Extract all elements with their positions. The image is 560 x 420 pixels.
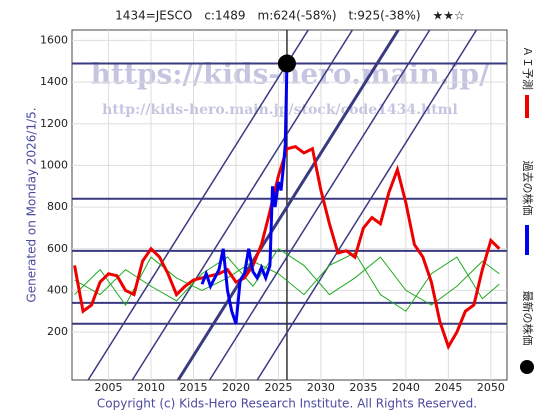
x-tick-label: 2020 bbox=[222, 381, 250, 394]
chart-title: 1434=JESCO c:1489 m:624(-58%) t:925(-38%… bbox=[115, 9, 465, 23]
y-tick-label: 800 bbox=[47, 200, 68, 213]
x-tick-label: 2030 bbox=[307, 381, 335, 394]
legend-swatch bbox=[520, 360, 534, 374]
watermark: http://kids-hero.main.jp/stock/code1434.… bbox=[102, 102, 458, 118]
trend-line bbox=[209, 30, 431, 380]
y-tick-label: 600 bbox=[47, 242, 68, 255]
y-tick-label: 1400 bbox=[40, 75, 68, 88]
footer: Copyright (c) Kids-Hero Research Institu… bbox=[97, 397, 477, 411]
x-tick-label: 2040 bbox=[392, 381, 420, 394]
y-tick-label: 400 bbox=[47, 283, 68, 296]
band-line bbox=[74, 252, 500, 312]
plot bbox=[72, 30, 507, 380]
legend-label: ＡＩ予測 bbox=[521, 46, 535, 90]
x-tick-label: 2010 bbox=[137, 381, 165, 394]
trend-line bbox=[176, 30, 400, 380]
series-line bbox=[73, 145, 501, 351]
latest-point bbox=[277, 54, 296, 73]
x-tick-label: 2005 bbox=[95, 381, 123, 394]
x-tick-label: 2035 bbox=[349, 381, 377, 394]
generated-note: Generated on Monday 2026/1/5. bbox=[25, 107, 39, 302]
legend-label: 最新の株価 bbox=[521, 291, 535, 346]
series-line bbox=[200, 63, 289, 325]
y-tick-label: 1000 bbox=[40, 158, 68, 171]
y-tick-label: 1200 bbox=[40, 117, 68, 130]
legend-label: 過去の株価 bbox=[521, 161, 535, 216]
x-tick-label: 2015 bbox=[179, 381, 207, 394]
x-tick-label: 2025 bbox=[264, 381, 292, 394]
trend-line bbox=[256, 30, 478, 380]
x-tick-label: 2045 bbox=[434, 381, 462, 394]
y-tick-label: 1600 bbox=[40, 33, 68, 46]
trend-line bbox=[131, 30, 354, 380]
y-tick-label: 200 bbox=[47, 325, 68, 338]
x-tick-label: 2050 bbox=[477, 381, 505, 394]
trend-line bbox=[87, 30, 309, 380]
